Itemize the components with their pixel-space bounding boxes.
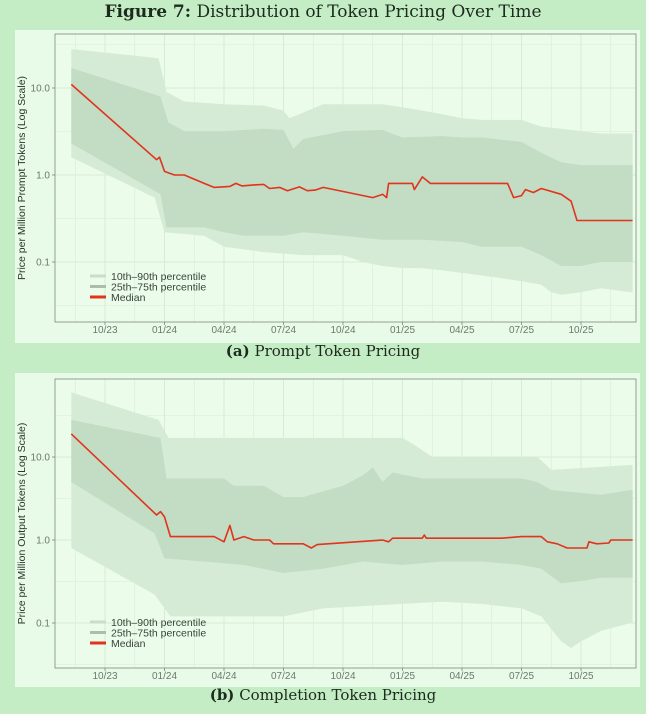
caption-b-title: Completion Token Pricing (239, 686, 437, 704)
x-tick-label: 04/24 (211, 671, 236, 682)
legend-item-10-90: 10th–90th percentile (111, 271, 206, 283)
median-line (70, 83, 633, 222)
x-tick-label: 01/24 (152, 671, 177, 682)
y-tick-label: 0.1 (36, 619, 50, 630)
caption-b-label: (b) (209, 686, 235, 704)
figure-label: Figure 7: (104, 2, 192, 22)
x-tick-label: 07/25 (509, 325, 534, 336)
y-tick-label: 1.0 (36, 171, 50, 182)
caption-a-title: Prompt Token Pricing (254, 342, 421, 360)
legend-item-median: Median (111, 292, 146, 304)
x-tick-label: 07/24 (271, 325, 296, 336)
figure-title-text: Distribution of Token Pricing Over Time (196, 2, 542, 22)
x-tick-label: 10/25 (568, 671, 593, 682)
x-tick-label: 04/24 (211, 325, 236, 336)
x-tick-label: 10/23 (92, 325, 117, 336)
plot-frame (54, 33, 637, 323)
legend-item-25-75: 25th–75th percentile (111, 281, 206, 293)
legend-item-median: Median (111, 638, 146, 650)
y-tick-label: 10.0 (31, 84, 51, 95)
x-tick-label: 10/25 (568, 325, 593, 336)
x-tick-label: 01/25 (390, 671, 415, 682)
caption-a-label: (a) (225, 342, 250, 360)
legend-item-10-90: 10th–90th percentile (111, 617, 206, 629)
y-tick-label: 1.0 (36, 536, 50, 547)
x-tick-label: 10/24 (330, 325, 355, 336)
x-tick-label: 10/23 (92, 671, 117, 682)
y-axis-label: Price per Million Output Tokens (Log Sca… (16, 423, 28, 625)
x-tick-label: 07/24 (271, 671, 296, 682)
x-tick-label: 01/25 (390, 325, 415, 336)
x-tick-label: 04/25 (449, 325, 474, 336)
figure-title: Figure 7: Distribution of Token Pricing … (0, 2, 646, 22)
x-tick-label: 04/25 (449, 671, 474, 682)
x-tick-label: 01/24 (152, 325, 177, 336)
caption-b: (b) Completion Token Pricing (0, 686, 646, 704)
median-line (70, 433, 633, 549)
y-axis-label: Price per Million Prompt Tokens (Log Sca… (16, 76, 28, 280)
caption-a: (a) Prompt Token Pricing (0, 342, 646, 360)
x-tick-label: 10/24 (330, 671, 355, 682)
band-25-75 (71, 419, 633, 584)
band-25-75 (71, 68, 633, 266)
y-tick-label: 10.0 (31, 453, 51, 464)
legend-item-25-75: 25th–75th percentile (111, 627, 206, 639)
x-tick-label: 07/25 (509, 671, 534, 682)
y-tick-label: 0.1 (36, 258, 50, 269)
plot-frame (54, 378, 637, 669)
